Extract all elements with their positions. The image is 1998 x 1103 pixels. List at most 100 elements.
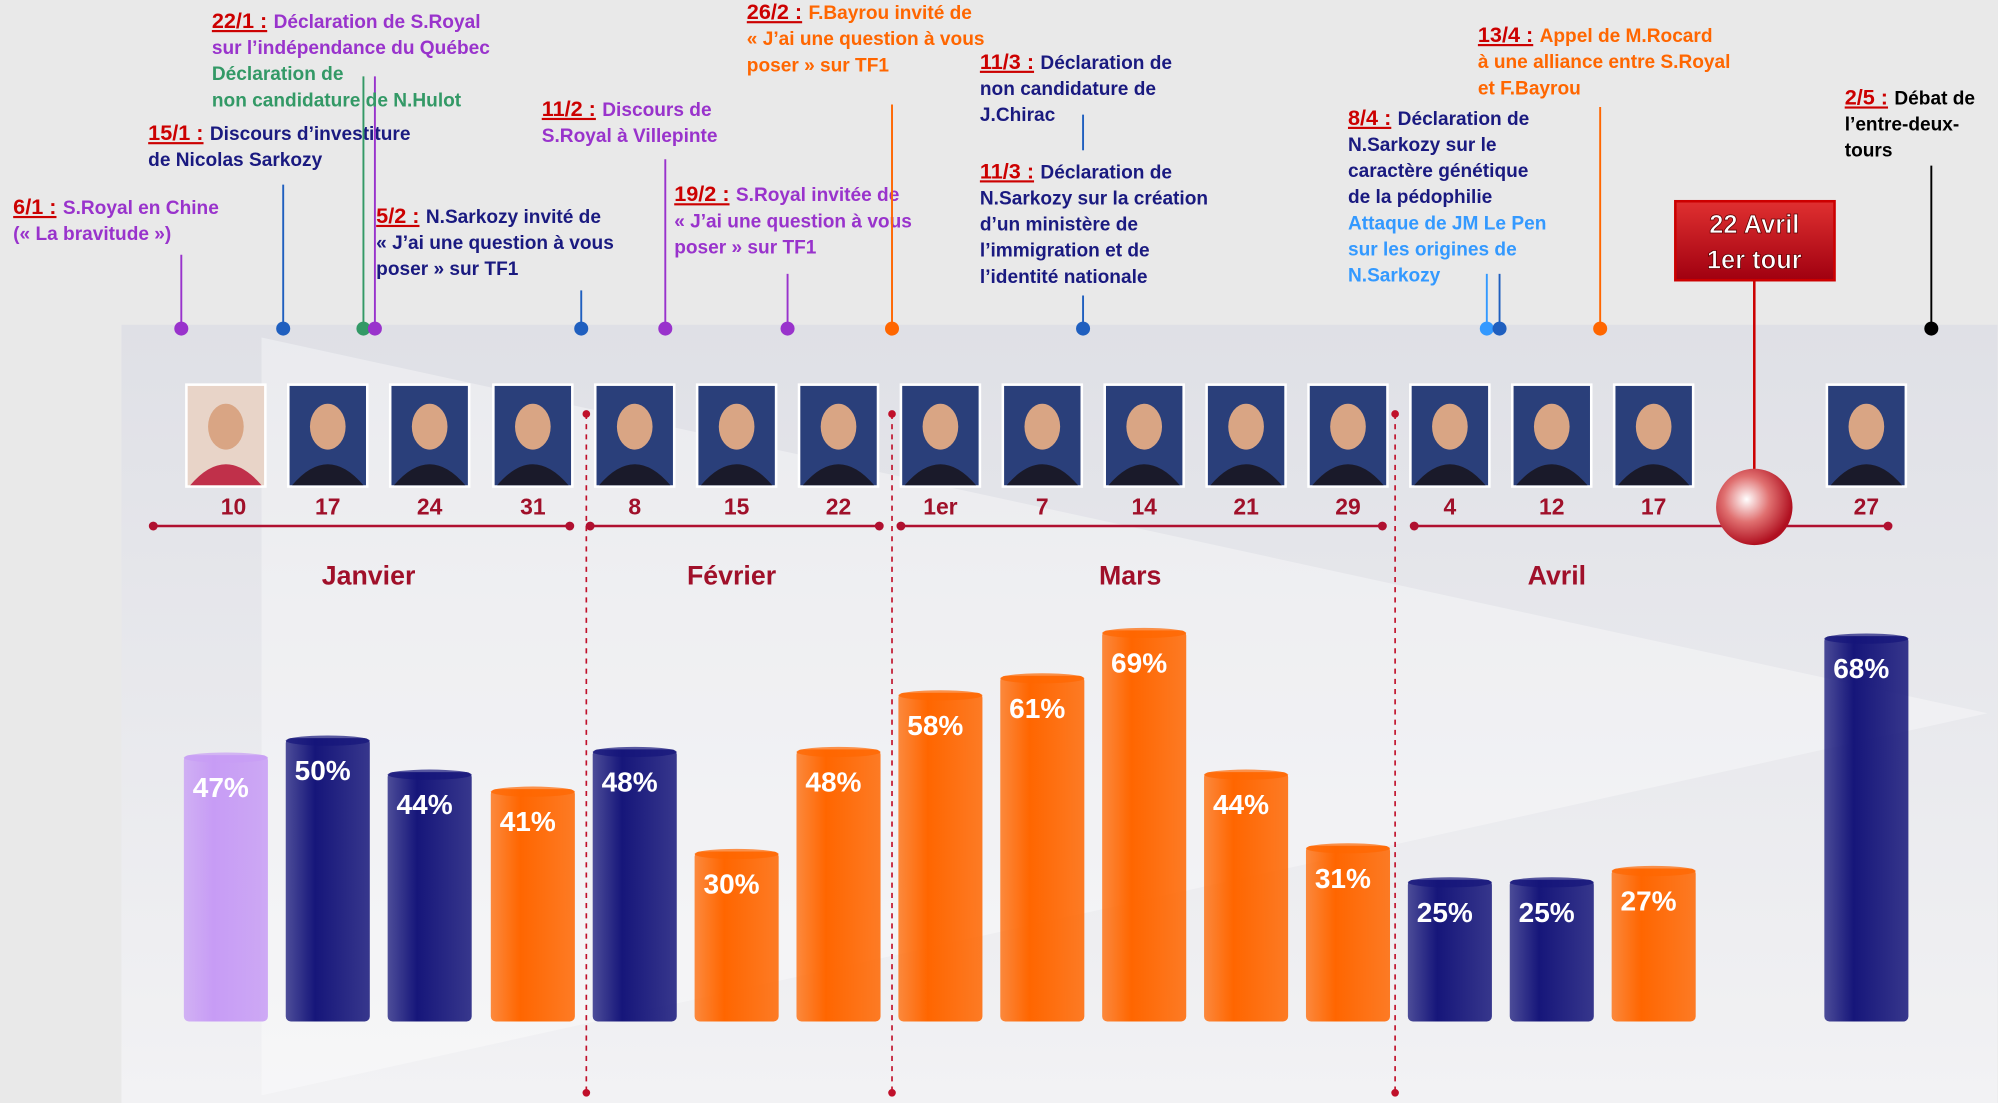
bar [898,693,982,1022]
x-tick-label: 29 [1335,494,1360,520]
event-text: 8/4 :Déclaration de [1348,105,1529,130]
event-text: N.Sarkozy [1348,265,1441,286]
value-label: 47% [193,772,249,803]
timeline-dot [565,522,574,531]
event-line: F.Bayrou invité de [809,3,972,24]
event-line: Débat de [1894,88,1975,109]
x-tick-label: 24 [417,494,443,520]
event-marker [658,322,672,336]
event-marker [1493,322,1507,336]
bar-cap [388,770,472,780]
value-label: 27% [1621,885,1677,916]
value-label: 50% [295,755,351,786]
photo-face [412,404,448,450]
event-date: 11/2 : [542,96,596,121]
event-line: non candidature de N.Hulot [212,90,462,111]
event-line: S.Royal à Villepinte [542,126,718,147]
event-line: l’immigration et de [980,241,1150,262]
month-label: Février [687,561,776,591]
event-line: (« La bravitude ») [13,224,171,245]
event-line: poser » sur TF1 [674,237,817,258]
event-marker [574,322,588,336]
divider-dot [1391,410,1399,418]
event-text: poser » sur TF1 [674,237,817,258]
event-text: N.Sarkozy sur le [1348,135,1497,156]
bar-cap [491,787,575,797]
x-tick-label: 4 [1444,494,1457,520]
x-tick-label: 15 [724,494,750,520]
bar-cap [1408,877,1492,887]
event-text: de la pédophilie [1348,187,1492,208]
month-label: Mars [1099,561,1161,591]
event-text: 11/3 : Déclaration de [980,158,1172,183]
x-tick-label: 14 [1131,494,1157,520]
value-label: 25% [1417,897,1473,928]
event-date: 11/3 : [980,158,1034,183]
event-text: 19/2 : S.Royal invitée de [674,181,899,206]
event-line: poser » sur TF1 [376,259,519,280]
value-label: 41% [500,806,556,837]
event-date: 19/2 : [674,181,729,206]
event-text: 2/5 :Débat de [1845,84,1975,109]
photo-face [1636,404,1672,450]
event-date: 5/2 : [376,203,419,228]
event-date: 22/1 : [212,8,267,33]
event-line: S.Royal invitée de [736,185,899,206]
value-label: 30% [703,868,759,899]
event-text: non candidature de [980,79,1156,100]
event-line: Déclaration de [1398,109,1530,130]
event-line: Déclaration de S.Royal [274,12,481,33]
event-line: d’un ministère de [980,215,1138,236]
timeline-dot [1378,522,1387,531]
event-text: 11/3 :Déclaration de [980,49,1172,74]
x-tick-label: 17 [1641,494,1666,520]
timeline-dot [149,522,158,531]
event-text: Déclaration de [212,64,344,85]
event-text: sur l’indépendance du Québec [212,38,490,59]
event-marker [781,322,795,336]
event-line: Déclaration de [1040,162,1172,183]
bar-cap [1824,634,1908,644]
event-line: non candidature de [980,79,1156,100]
event-text: 6/1 :S.Royal en Chine [13,194,219,219]
event-line: Discours d’investiture [210,124,411,145]
event-marker [368,322,382,336]
event-text: 15/1 : Discours d’investiture [148,120,410,145]
event-text: 5/2 : N.Sarkozy invité de [376,203,601,228]
event-line: poser » sur TF1 [747,55,890,76]
photo-face [310,404,346,450]
event-text: tours [1845,141,1893,162]
event-text: sur les origines de [1348,239,1517,260]
event-line: de la pédophilie [1348,187,1492,208]
value-label: 44% [397,789,453,820]
event-marker [1924,322,1938,336]
event-text: 22/1 : Déclaration de S.Royal [212,8,481,33]
event-text: N.Sarkozy sur la création [980,188,1208,209]
event-text: non candidature de N.Hulot [212,90,462,111]
event-marker [276,322,290,336]
event-line: N.Sarkozy invité de [426,207,601,228]
value-label: 48% [805,766,861,797]
divider-dot [888,1089,896,1097]
bar-cap [1102,628,1186,638]
event-text: caractère génétique [1348,161,1528,182]
event-text: 13/4 :Appel de M.Rocard [1478,22,1713,47]
photo-face [821,404,857,450]
x-tick-label: 27 [1854,494,1879,520]
event-line: N.Sarkozy sur le [1348,135,1497,156]
event-line: l’identité nationale [980,267,1148,288]
timeline-dot [1884,522,1893,531]
photo-face [1534,404,1570,450]
month-label: Avril [1528,561,1586,591]
photo-face [1024,404,1060,450]
event-date: 15/1 : [148,120,203,145]
bar-cap [286,736,370,746]
event-text: à une alliance entre S.Royal [1478,52,1731,73]
photo-face [1432,404,1468,450]
timeline-dot [896,522,905,531]
event-line: tours [1845,141,1893,162]
value-label: 58% [907,710,963,741]
event-line: Appel de M.Rocard [1540,26,1713,47]
x-tick-label: 12 [1539,494,1564,520]
event-date: 26/2 : [747,0,802,24]
